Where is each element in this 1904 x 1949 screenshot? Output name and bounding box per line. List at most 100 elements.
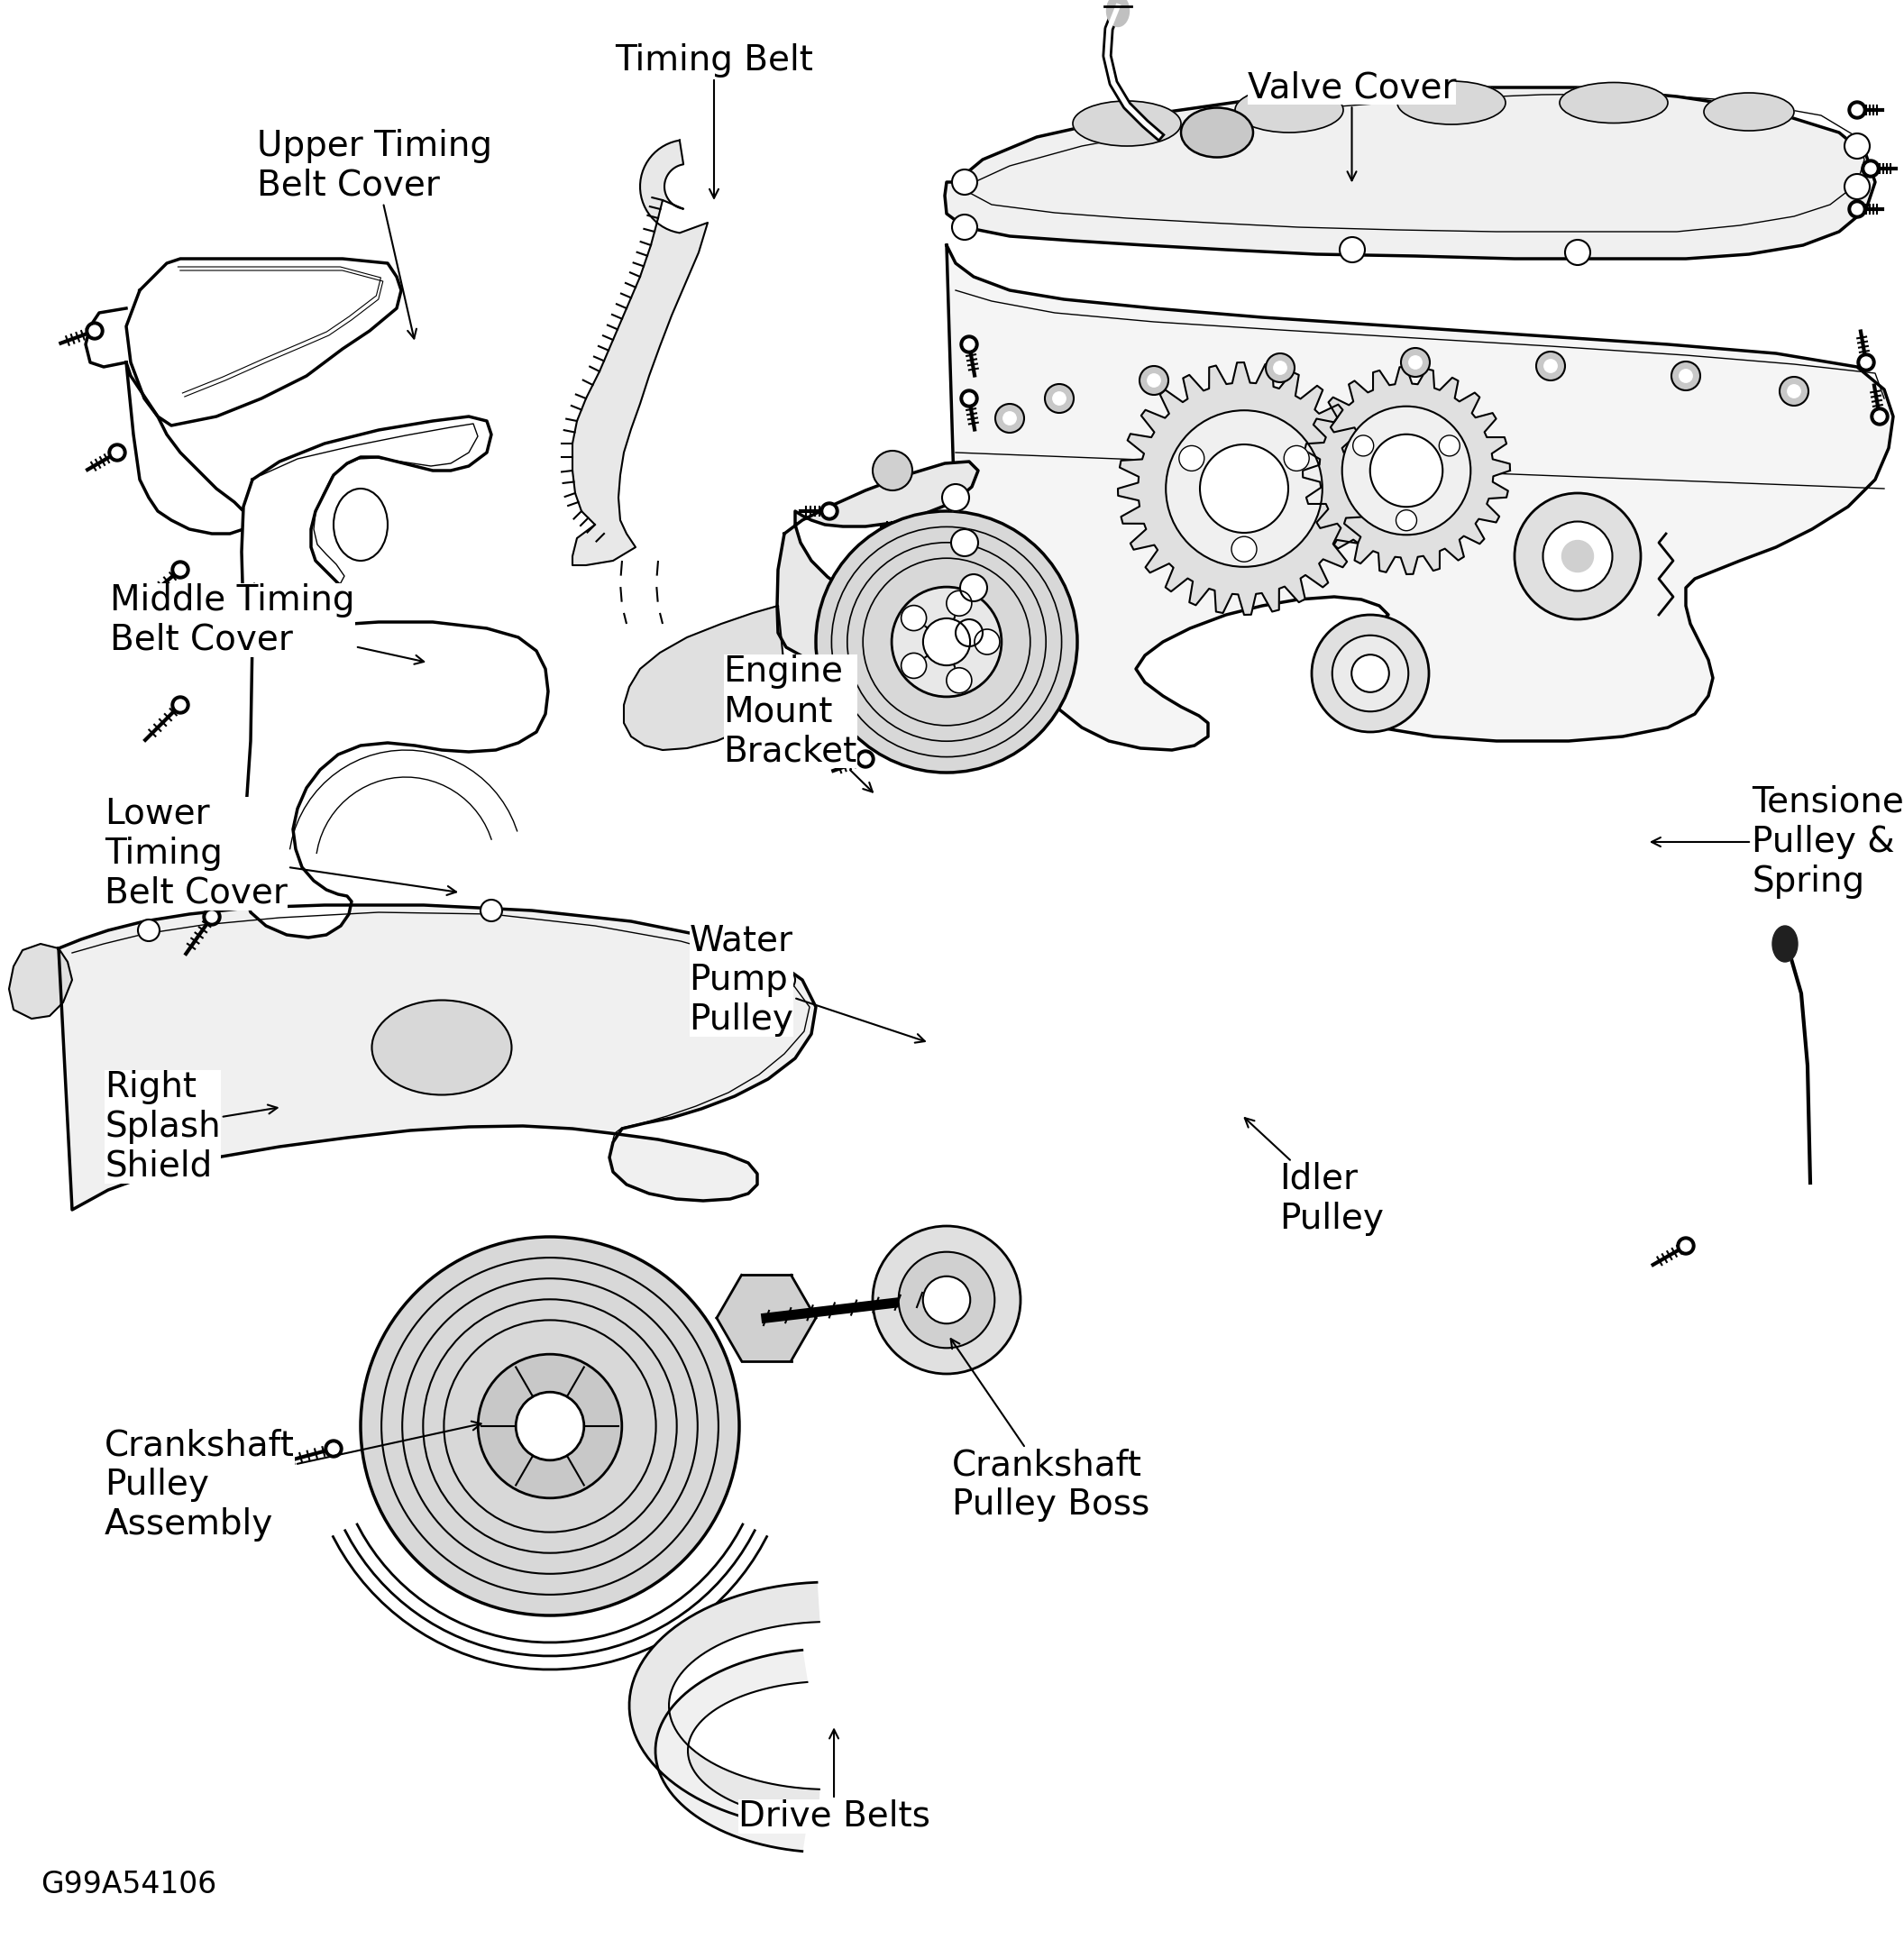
Circle shape [1266, 353, 1295, 382]
Circle shape [1544, 359, 1557, 372]
Circle shape [1514, 493, 1641, 620]
Ellipse shape [1704, 94, 1794, 131]
Circle shape [901, 516, 920, 536]
Circle shape [1565, 240, 1590, 265]
Ellipse shape [1180, 107, 1253, 158]
Circle shape [1200, 444, 1289, 532]
Circle shape [805, 698, 817, 709]
Circle shape [171, 696, 188, 713]
Text: Engine
Mount
Bracket: Engine Mount Bracket [724, 655, 872, 791]
Text: Timing Belt: Timing Belt [615, 43, 813, 199]
Circle shape [175, 700, 187, 709]
Circle shape [324, 1440, 343, 1458]
Circle shape [171, 561, 188, 579]
Circle shape [1148, 374, 1160, 388]
Circle shape [1179, 446, 1203, 472]
Circle shape [901, 606, 927, 631]
Text: Upper Timing
Belt Cover: Upper Timing Belt Cover [257, 129, 493, 339]
Circle shape [960, 335, 979, 353]
Circle shape [1003, 411, 1017, 425]
Polygon shape [946, 246, 1893, 750]
Circle shape [1780, 376, 1809, 405]
Circle shape [817, 511, 1078, 772]
Circle shape [923, 1277, 971, 1323]
Circle shape [1537, 351, 1565, 380]
Text: Idler
Pulley: Idler Pulley [1245, 1119, 1384, 1236]
Circle shape [1788, 384, 1801, 398]
Ellipse shape [371, 1000, 512, 1095]
Circle shape [1672, 361, 1700, 390]
Circle shape [1866, 164, 1875, 173]
Ellipse shape [1773, 926, 1797, 963]
Circle shape [923, 618, 971, 665]
Circle shape [478, 1355, 623, 1499]
Circle shape [942, 483, 969, 511]
Text: Right
Splash
Shield: Right Splash Shield [105, 1070, 278, 1183]
Circle shape [137, 920, 160, 941]
Circle shape [1561, 540, 1594, 571]
Circle shape [1352, 655, 1390, 692]
Circle shape [1045, 384, 1074, 413]
Polygon shape [1302, 366, 1510, 575]
Polygon shape [126, 363, 253, 534]
Circle shape [1856, 353, 1875, 372]
Circle shape [904, 520, 916, 532]
Circle shape [1333, 635, 1409, 711]
Circle shape [960, 390, 979, 407]
Circle shape [1870, 407, 1889, 425]
Circle shape [872, 450, 912, 491]
Text: Drive Belts: Drive Belts [739, 1729, 929, 1834]
Ellipse shape [1072, 101, 1180, 146]
Text: Tensioner
Pulley &
Spring: Tensioner Pulley & Spring [1651, 785, 1904, 898]
Circle shape [204, 908, 221, 926]
Text: G99A54106: G99A54106 [40, 1869, 217, 1900]
Polygon shape [244, 622, 548, 937]
Circle shape [1274, 361, 1287, 374]
Polygon shape [716, 1275, 817, 1360]
Polygon shape [630, 1583, 819, 1828]
Circle shape [952, 530, 979, 555]
Circle shape [899, 1251, 994, 1349]
Text: Lower
Timing
Belt Cover: Lower Timing Belt Cover [105, 797, 457, 910]
Circle shape [1677, 1238, 1695, 1255]
Circle shape [1679, 370, 1693, 382]
Circle shape [1439, 435, 1460, 456]
Circle shape [1165, 411, 1323, 567]
Circle shape [1232, 536, 1257, 561]
Circle shape [857, 750, 874, 768]
Circle shape [1853, 205, 1862, 214]
Polygon shape [1118, 363, 1371, 614]
Ellipse shape [1106, 0, 1129, 27]
Circle shape [996, 403, 1024, 433]
Circle shape [480, 900, 503, 922]
Polygon shape [242, 417, 491, 637]
Text: Middle Timing
Belt Cover: Middle Timing Belt Cover [110, 583, 425, 665]
Polygon shape [126, 259, 402, 425]
Circle shape [360, 1238, 739, 1616]
Circle shape [802, 694, 821, 711]
Circle shape [327, 1444, 339, 1454]
Text: Crankshaft
Pulley
Assembly: Crankshaft Pulley Assembly [105, 1421, 482, 1542]
Circle shape [1862, 160, 1879, 177]
Polygon shape [10, 943, 72, 1019]
Circle shape [1860, 357, 1872, 368]
Circle shape [960, 575, 986, 602]
Circle shape [952, 170, 977, 195]
Text: Valve Cover: Valve Cover [1247, 70, 1457, 181]
Polygon shape [86, 308, 126, 366]
Polygon shape [655, 1651, 807, 1852]
Circle shape [1845, 173, 1870, 199]
Ellipse shape [1559, 82, 1668, 123]
Circle shape [1845, 133, 1870, 158]
Circle shape [861, 754, 870, 764]
Circle shape [901, 653, 927, 678]
Circle shape [1849, 201, 1866, 218]
Circle shape [1371, 435, 1443, 507]
Circle shape [1396, 511, 1417, 530]
Circle shape [1283, 446, 1310, 472]
Circle shape [1312, 614, 1428, 733]
Circle shape [821, 503, 838, 520]
Circle shape [891, 587, 1002, 696]
Ellipse shape [1398, 82, 1506, 125]
Circle shape [516, 1392, 585, 1460]
